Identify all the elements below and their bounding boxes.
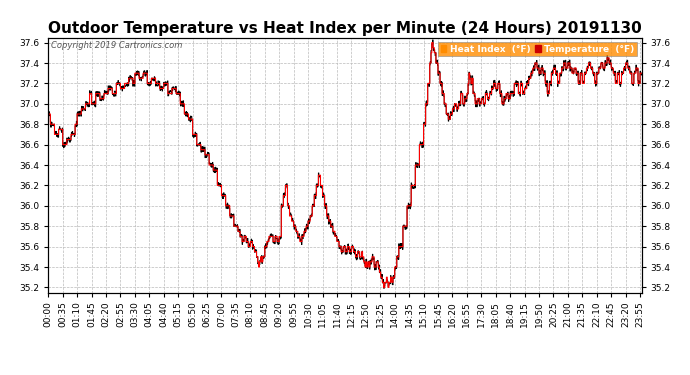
Legend: Heat Index  (°F), Temperature  (°F): Heat Index (°F), Temperature (°F) <box>438 42 637 56</box>
Title: Outdoor Temperature vs Heat Index per Minute (24 Hours) 20191130: Outdoor Temperature vs Heat Index per Mi… <box>48 21 642 36</box>
Text: Copyright 2019 Cartronics.com: Copyright 2019 Cartronics.com <box>51 41 183 50</box>
